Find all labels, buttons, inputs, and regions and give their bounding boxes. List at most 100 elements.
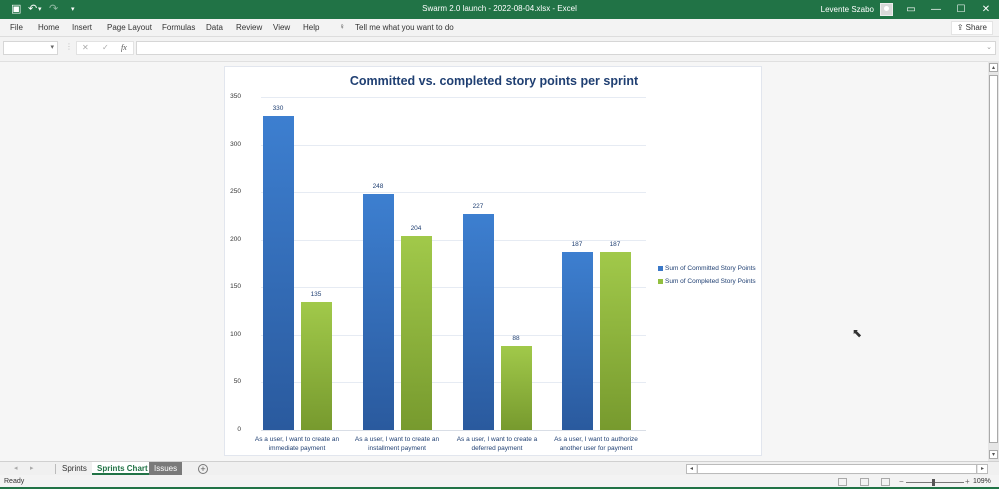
tab-insert[interactable]: Insert	[72, 23, 93, 32]
bar-completed-installment-payment[interactable]	[401, 235, 432, 430]
horizontal-scrollbar[interactable]: ◂ ▸	[686, 464, 988, 474]
tab-divider	[55, 464, 56, 474]
x-category-label: As a user, I want to create a deferred p…	[449, 435, 545, 453]
tab-file[interactable]: File	[10, 23, 23, 32]
bar-committed-deferred-payment[interactable]	[463, 214, 494, 430]
x-category-label: As a user, I want to create an immediate…	[249, 435, 345, 453]
chart[interactable]: Committed vs. completed story points per…	[224, 66, 762, 456]
bar-completed-immediate-payment[interactable]	[301, 301, 332, 430]
y-tick-label: 100	[230, 330, 241, 338]
name-box[interactable]: ▾	[3, 41, 58, 55]
zoom-level[interactable]: 109%	[973, 478, 991, 485]
normal-view-icon[interactable]	[838, 478, 847, 486]
bar-committed-authorize-user[interactable]	[562, 252, 593, 430]
category-label-line: As a user, I want to create a	[456, 436, 538, 443]
sheet-tab-bar: ◂ ▸ Sprints Sprints Chart Issues + ◂ ▸	[0, 461, 999, 475]
category-label-line: As a user, I want to authorize	[554, 436, 638, 443]
undo-dropdown-icon[interactable]: ▾	[38, 6, 42, 13]
gridline	[261, 334, 646, 336]
legend-item-committed[interactable]: Sum of Committed Story Points	[658, 262, 756, 275]
avatar[interactable]	[880, 3, 893, 16]
zoom-out-icon[interactable]: −	[899, 477, 904, 486]
scroll-left-icon[interactable]: ◂	[687, 465, 696, 473]
tab-data[interactable]: Data	[206, 23, 223, 32]
category-label-line: installment payment	[368, 445, 426, 452]
x-category-label: As a user, I want to create an installme…	[349, 435, 445, 453]
y-tick-label: 250	[230, 188, 241, 196]
sheet-tab-sprints[interactable]: Sprints	[62, 464, 87, 473]
maximize-icon[interactable]: ☐	[956, 4, 966, 15]
scroll-down-icon[interactable]: ▾	[989, 450, 998, 459]
bar-committed-installment-payment[interactable]	[363, 194, 394, 430]
x-category-label: As a user, I want to authorize another u…	[548, 435, 644, 453]
scroll-right-icon[interactable]: ▸	[978, 465, 987, 473]
zoom-slider-track[interactable]	[906, 482, 964, 483]
ribbon-tabs: File Home Insert Page Layout Formulas Da…	[0, 19, 999, 37]
legend-swatch-committed	[658, 266, 663, 271]
tab-formulas[interactable]: Formulas	[162, 23, 196, 32]
previous-sheet-icon[interactable]: ◂	[14, 465, 18, 472]
page-break-preview-icon[interactable]	[881, 478, 890, 486]
next-sheet-icon[interactable]: ▸	[30, 465, 34, 472]
chart-title[interactable]: Committed vs. completed story points per…	[349, 74, 639, 88]
expand-formula-bar-icon[interactable]: ⌄	[986, 44, 992, 51]
scroll-up-icon[interactable]: ▴	[989, 63, 998, 72]
new-sheet-icon[interactable]: +	[198, 464, 208, 474]
save-icon[interactable]: ▣	[11, 3, 22, 15]
tab-view[interactable]: View	[273, 23, 291, 32]
legend-swatch-completed	[658, 279, 663, 284]
cancel-icon[interactable]: ✕	[82, 43, 89, 52]
sheet-tab-sprints-chart[interactable]: Sprints Chart	[92, 462, 153, 475]
chart-legend[interactable]: Sum of Committed Story Points Sum of Com…	[658, 262, 756, 288]
lightbulb-icon: ♀	[339, 22, 345, 31]
mouse-pointer-icon: ⬉	[852, 326, 863, 340]
sheet-tab-issues[interactable]: Issues	[149, 462, 183, 475]
legend-label: Sum of Committed Story Points	[665, 265, 756, 272]
page-layout-view-icon[interactable]	[860, 478, 869, 486]
bar-completed-authorize-user[interactable]	[600, 252, 631, 430]
user-name[interactable]: Levente Szabo	[820, 5, 874, 14]
share-button[interactable]: ⇪ Share	[950, 21, 993, 35]
formula-bar-splitter[interactable]: ⋮	[65, 42, 73, 51]
enter-icon[interactable]: ✓	[102, 43, 109, 52]
y-tick-label: 300	[230, 140, 241, 148]
data-label: 227	[472, 203, 484, 210]
name-box-dropdown-icon[interactable]: ▾	[50, 44, 54, 51]
formula-bar: ▾ ⋮ ✕ ✓ fx ⌄	[0, 40, 999, 58]
tab-home[interactable]: Home	[38, 23, 60, 32]
category-label-line: As a user, I want to create an	[354, 436, 440, 443]
formula-input[interactable]: ⌄	[136, 41, 996, 55]
minimize-icon[interactable]: —	[931, 4, 941, 15]
vertical-scrollbar[interactable]: ▴ ▾	[988, 61, 999, 461]
vertical-scroll-thumb[interactable]	[989, 75, 998, 443]
horizontal-scroll-thumb[interactable]	[697, 465, 977, 473]
formula-buttons: ✕ ✓ fx	[76, 41, 134, 55]
status-bar: Ready − + 109%	[0, 476, 999, 489]
ribbon-display-options-icon[interactable]: ▭	[906, 4, 916, 15]
gridline	[261, 144, 646, 146]
tab-help[interactable]: Help	[303, 23, 320, 32]
plot-area[interactable]: 350 300 250 200 150 100 50 0 330 135 248…	[230, 93, 647, 452]
tell-me-search[interactable]: Tell me what you want to do	[355, 23, 454, 32]
gridline	[261, 239, 646, 241]
zoom-in-icon[interactable]: +	[965, 477, 970, 486]
zoom-slider-thumb[interactable]	[932, 479, 935, 486]
close-icon[interactable]: ✕	[981, 4, 991, 15]
data-label: 88	[512, 335, 520, 343]
share-label: Share	[965, 23, 987, 32]
data-label: 248	[372, 183, 384, 190]
data-label: 135	[310, 290, 322, 298]
tab-page-layout[interactable]: Page Layout	[107, 23, 152, 32]
redo-icon[interactable]: ↷	[49, 3, 59, 15]
insert-function-icon[interactable]: fx	[121, 43, 127, 52]
customize-quick-access-icon[interactable]: ▾	[71, 6, 75, 13]
undo-icon[interactable]: ↶	[28, 3, 38, 15]
legend-item-completed[interactable]: Sum of Completed Story Points	[658, 275, 756, 288]
tab-review[interactable]: Review	[236, 23, 263, 32]
title-bar: ▣ ↶ ▾ ↷ ▾ Swarm 2.0 launch - 2022-08-04.…	[0, 0, 999, 19]
bar-committed-immediate-payment[interactable]	[263, 116, 294, 430]
bar-completed-deferred-payment[interactable]	[501, 346, 532, 430]
data-label: 330	[272, 105, 284, 112]
status-text: Ready	[4, 478, 25, 485]
legend-label: Sum of Completed Story Points	[665, 278, 756, 285]
